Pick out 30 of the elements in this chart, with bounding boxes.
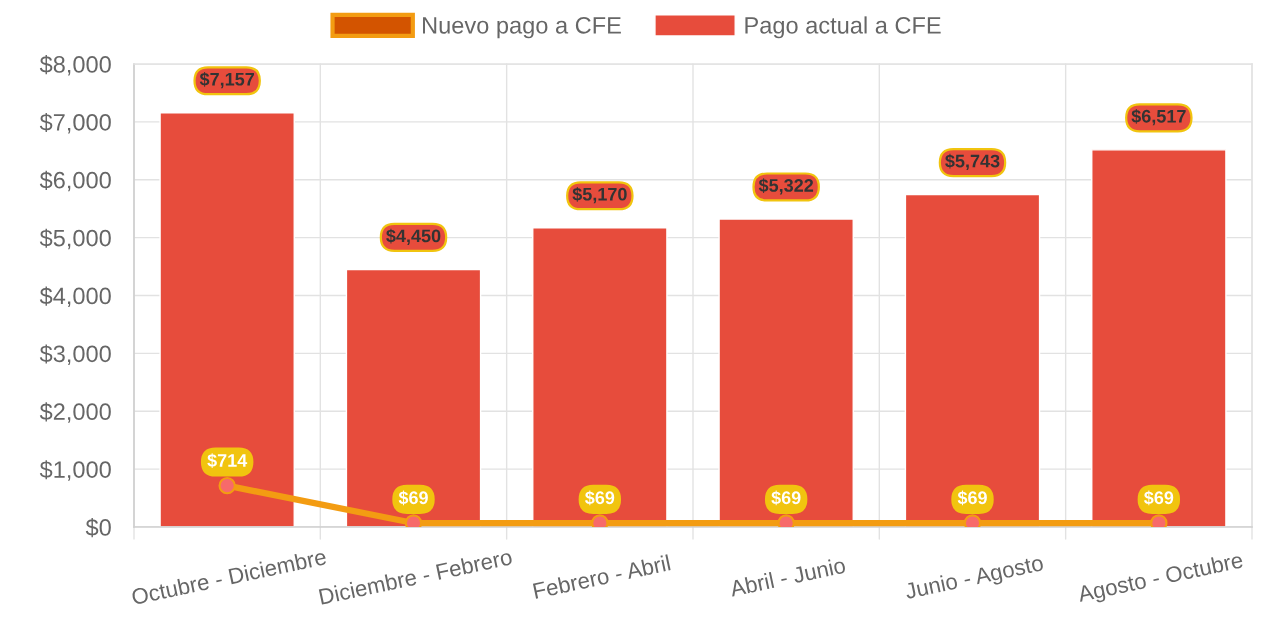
bar — [159, 112, 295, 527]
data-label: $7,157 — [199, 72, 254, 89]
y-tick-label: $6,000 — [39, 170, 111, 192]
x-tick-label: Junio - Agosto — [903, 554, 1045, 604]
bar — [1091, 149, 1227, 527]
y-tick-label: $4,000 — [39, 286, 111, 308]
y-tick-label: $7,000 — [39, 112, 111, 134]
bar — [345, 268, 482, 527]
data-label: $5,322 — [758, 178, 814, 195]
data-label: $5,170 — [572, 187, 627, 204]
data-label: $69 — [957, 490, 987, 506]
data-label: $69 — [1144, 490, 1174, 506]
data-label: $69 — [585, 490, 615, 506]
legend-label: Pago actual a CFE — [745, 16, 941, 39]
data-label: $4,450 — [386, 228, 441, 245]
x-tick-label: Agosto - Octubre — [1076, 551, 1245, 607]
y-tick-label: $8,000 — [39, 55, 111, 76]
data-label: $5,743 — [945, 153, 1000, 171]
data-label: $6,517 — [1131, 109, 1186, 126]
data-label: $69 — [398, 490, 428, 506]
y-tick-label: $1,000 — [39, 460, 111, 481]
x-tick-label: Abril - Junio — [728, 556, 847, 597]
y-tick-label: $3,000 — [39, 344, 111, 365]
data-label: $69 — [771, 490, 801, 506]
x-tick-label: Febrero - Abril — [532, 554, 671, 599]
legend-label: Nuevo pago a CFE — [423, 16, 621, 39]
y-tick-label: $5,000 — [39, 228, 111, 250]
y-tick-label: $2,000 — [39, 402, 111, 423]
y-tick-label: $0 — [85, 518, 111, 538]
data-label: $714 — [207, 453, 248, 468]
